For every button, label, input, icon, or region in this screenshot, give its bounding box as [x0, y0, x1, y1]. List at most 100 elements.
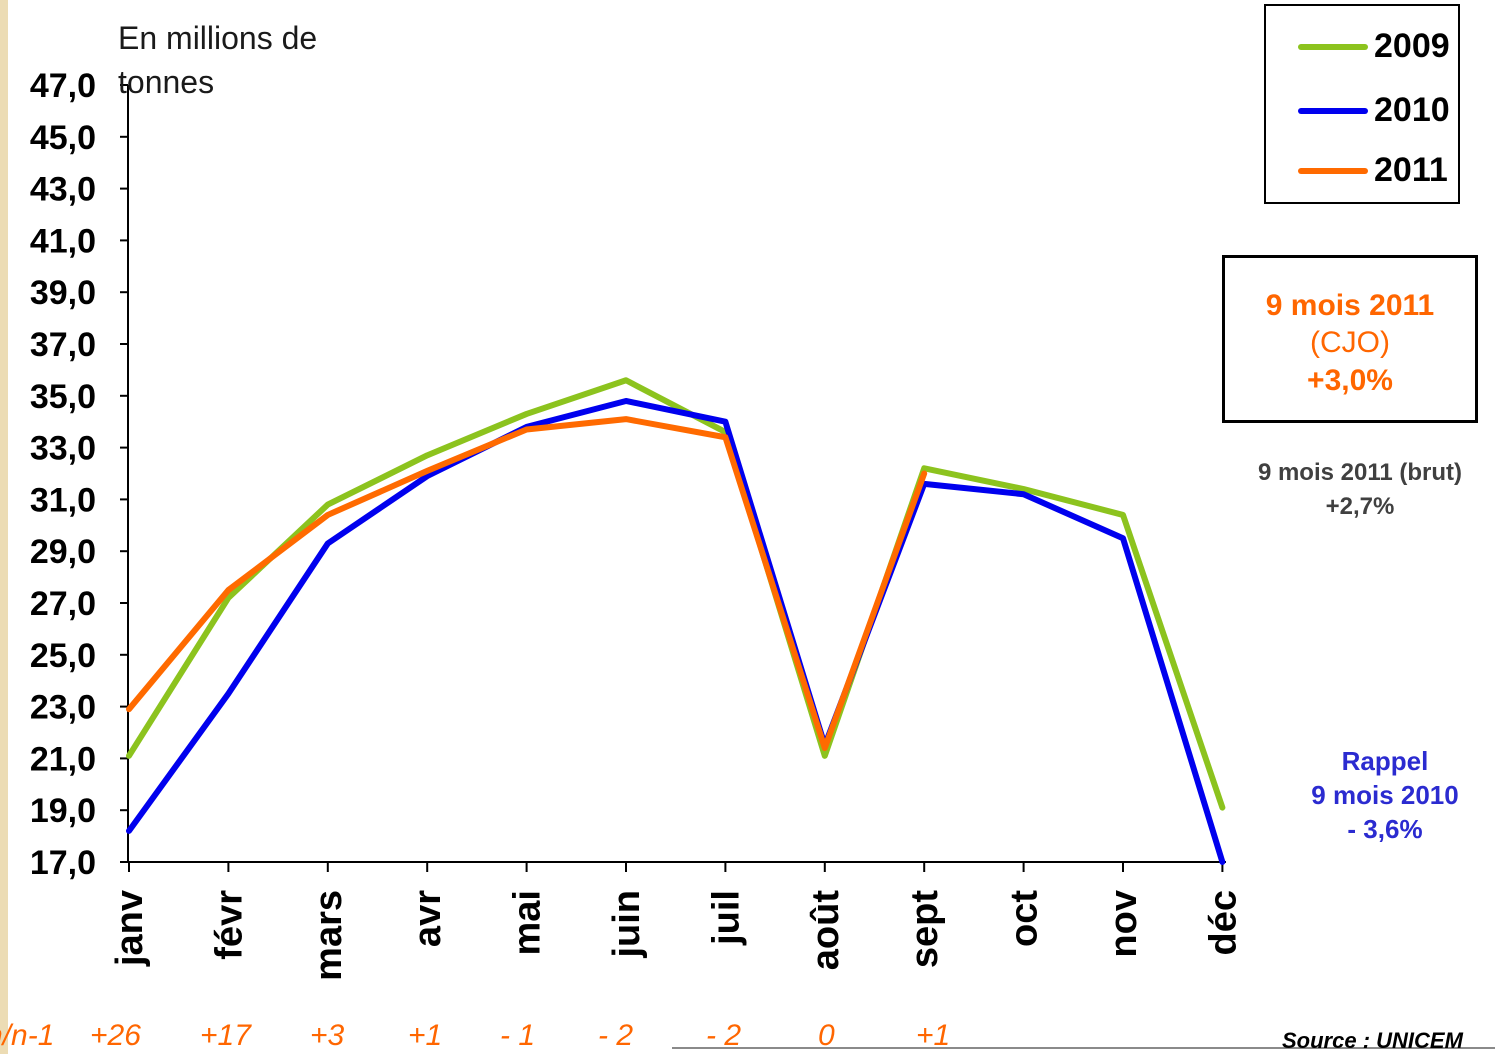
legend-label: 2010	[1374, 91, 1450, 129]
legend-item-2009: 2009	[1298, 26, 1458, 66]
brut-label: 9 mois 2011 (brut)	[1257, 459, 1463, 486]
rappel-summary: Rappel 9 mois 2010 - 3,6%	[1270, 744, 1495, 846]
y-tick-label: 21,0	[30, 740, 96, 778]
brut-value: +2,7%	[1325, 493, 1395, 520]
data-point-2011	[722, 434, 728, 440]
variation-value: +1	[408, 1019, 443, 1052]
data-point-2011	[424, 468, 430, 474]
data-point-2009	[424, 452, 430, 458]
x-tick-label: mars	[308, 890, 350, 981]
variation-row: n/n-1 +26 +17 +3 +1 - 1 - 2 - 2 0 +1	[0, 1016, 1000, 1056]
data-point-2011	[225, 587, 231, 593]
y-tick-label: 47,0	[30, 67, 96, 105]
legend-swatch-2011	[1298, 168, 1368, 174]
data-point-2010	[722, 419, 728, 425]
y-tick-label: 17,0	[30, 844, 96, 882]
side-strip	[0, 0, 8, 1054]
legend-swatch-2009	[1298, 44, 1368, 50]
legend: 2009 2010 2011	[1264, 4, 1460, 204]
data-point-2011	[524, 426, 530, 432]
data-point-2009	[325, 502, 331, 508]
data-point-2009	[822, 753, 828, 759]
x-tick-label: sept	[904, 890, 946, 968]
series-line-2009	[126, 377, 1226, 811]
data-point-2010	[1021, 491, 1027, 497]
legend-item-2011: 2011	[1298, 150, 1458, 190]
series-line-2010	[126, 397, 1226, 865]
chart-series	[126, 377, 1226, 865]
cjo-value: +3,0%	[1307, 364, 1393, 397]
variation-label: n/n-1	[0, 1019, 55, 1052]
y-tick-label: 29,0	[30, 533, 96, 571]
rappel-label: Rappel	[1341, 746, 1429, 776]
y-tick-label: 25,0	[30, 637, 96, 675]
x-tick-label: mai	[507, 890, 549, 955]
legend-label: 2009	[1374, 27, 1450, 65]
data-point-2010	[1219, 859, 1225, 865]
y-tick-label: 39,0	[30, 274, 96, 312]
source-note: Source : UNICEM	[1282, 1028, 1463, 1053]
data-point-2009	[623, 377, 629, 383]
cjo-title: 9 mois 2011	[1265, 289, 1435, 322]
x-tick-label: juil	[705, 890, 747, 946]
variation-value: - 1	[500, 1019, 536, 1052]
source-divider	[672, 1047, 1495, 1049]
y-tick-label: 45,0	[30, 119, 96, 157]
y-tick-label: 31,0	[30, 481, 96, 519]
y-tick-label: 27,0	[30, 585, 96, 623]
data-point-2010	[325, 540, 331, 546]
variation-value: +3	[310, 1019, 345, 1052]
data-point-2010	[424, 473, 430, 479]
y-tick-label: 33,0	[30, 430, 96, 468]
variation-value: 0	[818, 1019, 835, 1052]
rappel-value: - 3,6%	[1347, 814, 1423, 844]
data-point-2011	[921, 471, 927, 476]
rappel-period: 9 mois 2010	[1311, 780, 1459, 810]
y-axis-unit-label: En millions de tonnes	[118, 20, 318, 100]
x-tick-label: août	[805, 890, 847, 971]
x-tick-label: nov	[1103, 890, 1145, 958]
data-point-2010	[623, 398, 629, 404]
variation-value: - 2	[706, 1019, 742, 1052]
legend-item-2010: 2010	[1298, 90, 1458, 130]
data-point-2009	[126, 753, 132, 759]
data-point-2009	[524, 411, 530, 417]
data-point-2011	[623, 416, 629, 422]
x-axis-ticks: janv févr mars avr mai juin juil août sept oct nov…	[109, 862, 1244, 981]
data-point-2009	[1021, 486, 1027, 492]
chart-axes	[127, 85, 1226, 863]
data-point-2009	[1120, 512, 1126, 518]
data-point-2010	[1120, 535, 1126, 541]
cjo-summary-box: 9 mois 2011 (CJO) +3,0%	[1222, 255, 1478, 423]
y-tick-label: 41,0	[30, 222, 96, 260]
x-tick-label: juin	[606, 890, 648, 959]
y-tick-label: 37,0	[30, 326, 96, 364]
legend-label: 2011	[1374, 151, 1448, 189]
x-tick-label: avr	[407, 890, 449, 947]
data-point-2011	[325, 512, 331, 518]
data-point-2011	[822, 745, 828, 751]
data-point-2009	[921, 465, 927, 471]
variation-value: - 2	[598, 1019, 634, 1052]
x-tick-label: déc	[1202, 890, 1244, 955]
data-point-2010	[225, 691, 231, 697]
y-axis-ticks: 17,0 19,0 21,0 23,0 25,0 27,0 29,0 31,0 33,0 35,0…	[30, 67, 128, 882]
brut-summary: 9 mois 2011 (brut) +2,7%	[1200, 456, 1495, 524]
variation-value: +1	[916, 1019, 951, 1052]
x-tick-label: févr	[208, 890, 250, 960]
y-tick-label: 19,0	[30, 792, 96, 830]
x-tick-label: oct	[1004, 890, 1046, 947]
y-tick-label: 35,0	[30, 378, 96, 416]
x-tick-label: janv	[109, 890, 151, 967]
data-point-2010	[126, 828, 132, 834]
variation-value: +26	[90, 1019, 141, 1052]
legend-swatch-2010	[1298, 108, 1368, 114]
y-tick-label: 43,0	[30, 171, 96, 209]
data-point-2011	[126, 706, 132, 712]
y-tick-label: 23,0	[30, 689, 96, 727]
variation-value: +17	[200, 1019, 251, 1052]
data-point-2009	[225, 595, 231, 601]
data-point-2009	[1219, 805, 1225, 811]
cjo-subtitle: (CJO)	[1310, 326, 1390, 359]
